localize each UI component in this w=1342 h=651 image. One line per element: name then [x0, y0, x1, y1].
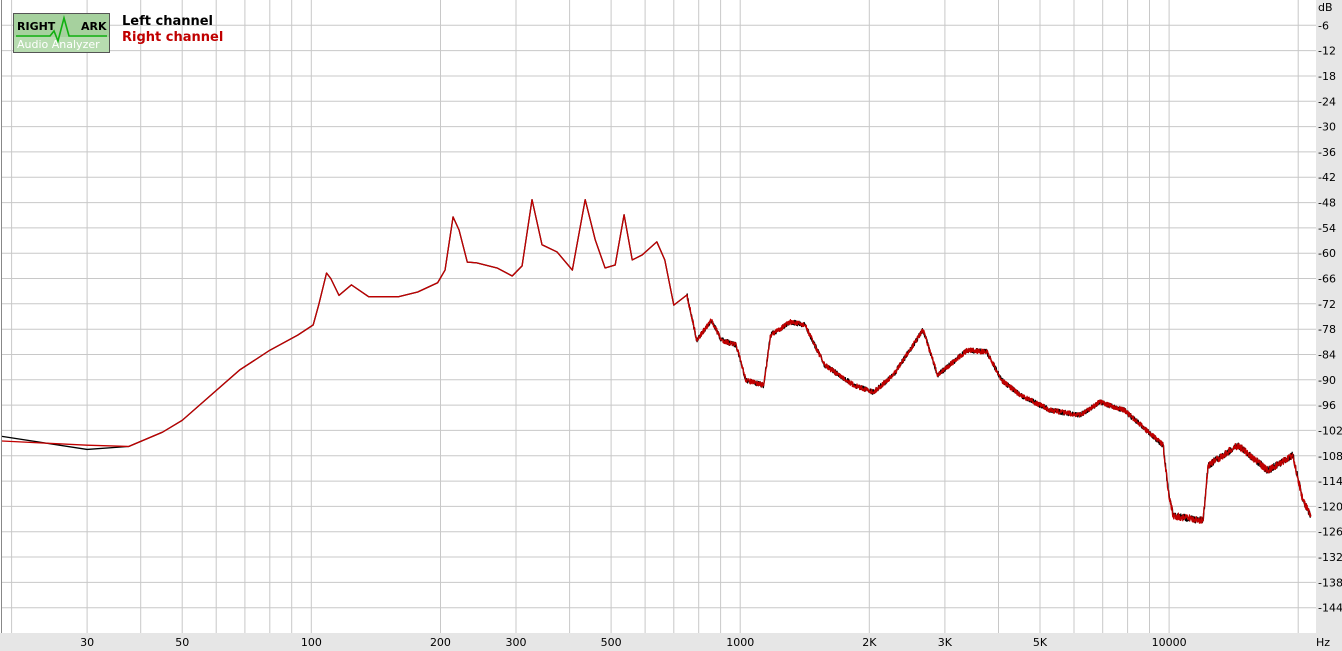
y-tick-label: -138	[1318, 576, 1342, 589]
y-tick-label: -132	[1318, 551, 1342, 564]
grid	[1, 0, 1316, 633]
y-tick-label: -54	[1318, 222, 1336, 235]
x-axis-band	[0, 633, 1342, 651]
legend-right-channel: Right channel	[122, 30, 224, 45]
x-tick-label: 50	[175, 636, 189, 649]
y-tick-label: -102	[1318, 424, 1342, 437]
x-tick-label: 3K	[938, 636, 953, 649]
y-tick-label: -30	[1318, 121, 1336, 134]
y-tick-label: -114	[1318, 475, 1342, 488]
y-tick-label: -108	[1318, 450, 1342, 463]
y-axis-label: dB	[1318, 1, 1333, 14]
x-tick-label: 30	[80, 636, 94, 649]
y-tick-label: -66	[1318, 273, 1336, 286]
logo-subtext: Audio Analyzer	[17, 38, 100, 51]
y-tick-label: -72	[1318, 298, 1336, 311]
y-tick-label: -84	[1318, 348, 1336, 361]
y-tick-label: -60	[1318, 247, 1336, 260]
x-tick-label: 100	[301, 636, 322, 649]
y-tick-label: -90	[1318, 374, 1336, 387]
x-axis-label: Hz	[1316, 636, 1330, 649]
x-tick-label: 300	[505, 636, 526, 649]
y-tick-label: -12	[1318, 45, 1336, 58]
legend-left-channel: Left channel	[122, 14, 214, 29]
rightmark-logo: RIGHT ARK Audio Analyzer	[13, 13, 110, 53]
y-tick-label: -144	[1318, 602, 1342, 615]
y-tick-label: -6	[1318, 19, 1329, 32]
y-tick-label: -120	[1318, 500, 1342, 513]
x-tick-label: 500	[601, 636, 622, 649]
y-tick-label: -36	[1318, 146, 1336, 159]
y-tick-label: -18	[1318, 70, 1336, 83]
y-tick-label: -42	[1318, 171, 1336, 184]
x-tick-label: 5K	[1033, 636, 1048, 649]
y-tick-label: -48	[1318, 197, 1336, 210]
y-tick-label: -24	[1318, 95, 1336, 108]
right-channel-line	[1, 198, 1312, 524]
x-tick-label: 2K	[862, 636, 877, 649]
y-tick-label: -96	[1318, 399, 1336, 412]
y-tick-label: -78	[1318, 323, 1336, 336]
x-tick-label: 200	[430, 636, 451, 649]
x-tick-label: 1000	[726, 636, 754, 649]
logo-text: ARK	[81, 20, 107, 33]
legend: Left channel Right channel	[122, 14, 223, 46]
left-channel-line	[1, 198, 1312, 524]
y-axis-band	[1316, 0, 1342, 651]
x-tick-label: 10000	[1152, 636, 1187, 649]
y-tick-label: -126	[1318, 526, 1342, 539]
logo-text: RIGHT	[17, 20, 56, 33]
